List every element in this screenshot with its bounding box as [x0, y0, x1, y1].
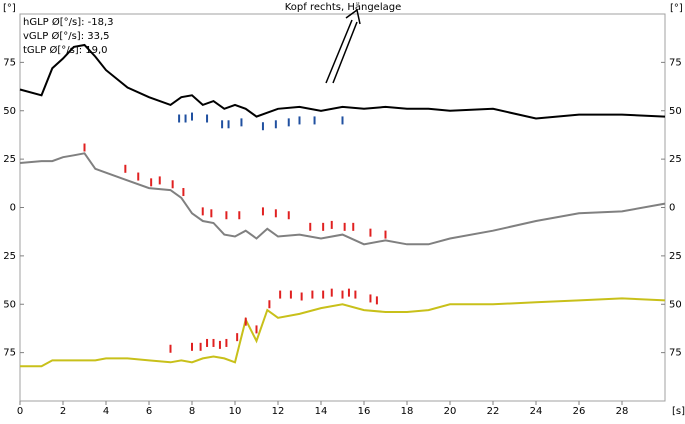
annotation: hGLP Ø[°/s]: -18,3: [23, 16, 114, 28]
y-tick-label: 75: [3, 348, 16, 359]
series-line: [19, 152, 666, 246]
y-tick-label-right: 25: [669, 251, 682, 262]
y-tick-label-right: 50: [669, 299, 682, 310]
y-tick-label-right: 25: [669, 154, 682, 165]
series-line: [20, 297, 666, 368]
y-tick-label: 25: [3, 154, 16, 165]
y-tick-label: 75: [3, 57, 16, 68]
x-tick-label: 18: [401, 406, 414, 417]
x-tick-label: 24: [530, 406, 543, 417]
x-tick-label: 16: [358, 406, 371, 417]
y-tick-label: 50: [3, 299, 16, 310]
x-tick-label: 10: [229, 406, 242, 417]
y-unit: [°]: [3, 3, 16, 14]
series-line: [19, 43, 666, 120]
x-tick-label: 8: [189, 406, 195, 417]
y-tick-label-right: 75: [669, 57, 682, 68]
y-tick-label-right: 75: [669, 348, 682, 359]
y-tick-label: 50: [3, 106, 16, 117]
annotation: vGLP Ø[°/s]: 33,5: [23, 30, 110, 42]
annotation: tGLP Ø[°/s]: 19,0: [23, 44, 108, 56]
arrow-line: [332, 21, 358, 84]
y-tick-label-right: 50: [669, 106, 682, 117]
y-tick-label: 0: [10, 203, 16, 214]
x-tick-label: 28: [616, 406, 629, 417]
x-tick-label: 20: [444, 406, 457, 417]
x-tick-label: 6: [146, 406, 152, 417]
x-tick-label: 0: [17, 406, 23, 417]
arrow: [325, 8, 361, 84]
arrow-line: [325, 19, 353, 84]
y-tick-label: 25: [3, 251, 16, 262]
y-tick-label-right: 0: [669, 203, 675, 214]
x-tick-label: 22: [487, 406, 500, 417]
x-tick-label: 4: [103, 406, 109, 417]
x-unit: [s]: [672, 406, 685, 417]
x-tick-label: 2: [60, 406, 66, 417]
x-tick-label: 26: [573, 406, 586, 417]
x-tick-label: 12: [272, 406, 285, 417]
arrow-head: [345, 8, 361, 25]
y-unit-right: [°]: [670, 3, 683, 14]
chart-title: Kopf rechts, Hängelage: [285, 2, 401, 13]
x-tick-label: 14: [315, 406, 328, 417]
